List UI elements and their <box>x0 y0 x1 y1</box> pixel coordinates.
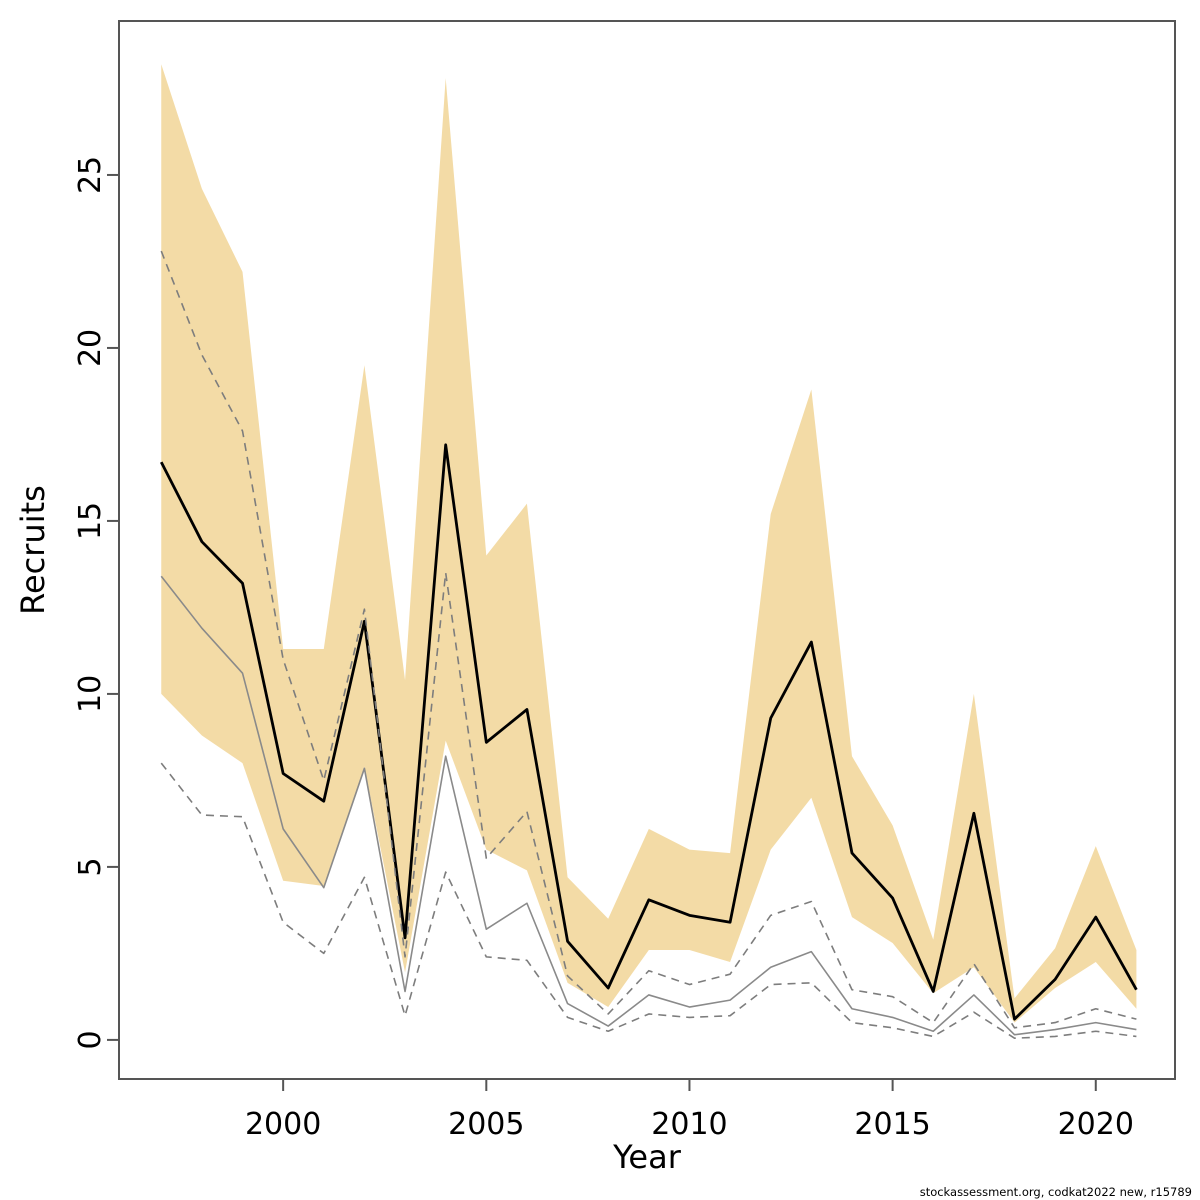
series-line-ci-lower-previous <box>160 762 1137 1039</box>
x-axis-label: Year <box>612 1138 682 1176</box>
x-tick-label: 2020 <box>1058 1107 1134 1142</box>
series-line-estimate-current <box>160 443 1138 1021</box>
series-line-estimate-previous <box>160 575 1137 1036</box>
y-tick-label: 20 <box>73 329 108 367</box>
y-axis-label: Recruits <box>14 485 52 615</box>
x-tick-label: 2015 <box>854 1107 930 1142</box>
y-tick-label: 0 <box>73 1030 108 1049</box>
footer-credit: stockassessment.org, codkat2022 new, r15… <box>920 1185 1192 1199</box>
y-tick-label: 5 <box>73 857 108 876</box>
series-lines <box>160 250 1138 1039</box>
y-tick-label: 25 <box>73 156 108 194</box>
y-tick-label: 15 <box>73 502 108 540</box>
x-axis-ticks: 2000 2005 2010 2015 2020 <box>245 1079 1134 1142</box>
x-tick-label: 2010 <box>651 1107 727 1142</box>
x-tick-label: 2000 <box>245 1107 321 1142</box>
x-tick-label: 2005 <box>448 1107 524 1142</box>
y-axis-ticks: 0 5 10 15 20 25 <box>73 156 119 1049</box>
y-tick-label: 10 <box>73 675 108 713</box>
series-line-ci-upper-previous <box>160 250 1137 1029</box>
plot-border <box>118 20 1176 1080</box>
ci-band <box>161 64 1137 1023</box>
